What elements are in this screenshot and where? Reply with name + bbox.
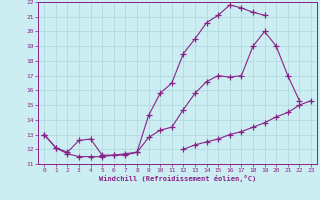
X-axis label: Windchill (Refroidissement éolien,°C): Windchill (Refroidissement éolien,°C) (99, 175, 256, 182)
